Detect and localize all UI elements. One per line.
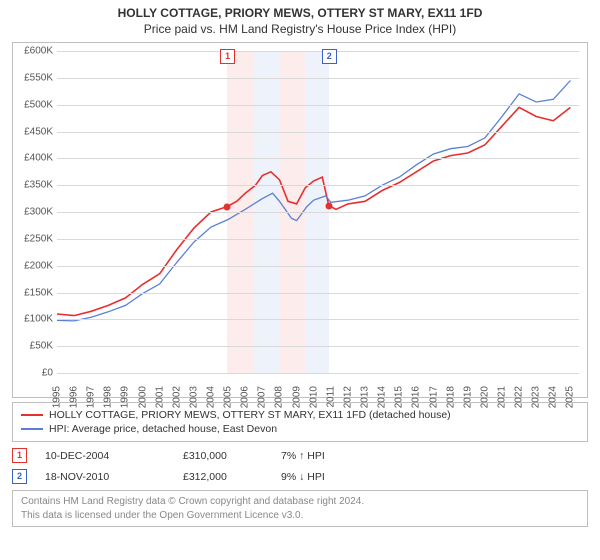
gridline <box>57 185 579 186</box>
x-tick-label: 2003 <box>188 386 199 408</box>
x-tick-label: 1995 <box>52 386 63 408</box>
x-tick-label: 2016 <box>411 386 422 408</box>
legend-label: HPI: Average price, detached house, East… <box>49 423 277 435</box>
y-tick-label: £50K <box>30 341 53 352</box>
sale-dot <box>224 203 231 210</box>
y-tick-label: £200K <box>24 260 53 271</box>
attribution-line: Contains HM Land Registry data © Crown c… <box>21 495 579 509</box>
x-tick-label: 2010 <box>308 386 319 408</box>
legend-item: HPI: Average price, detached house, East… <box>21 423 579 435</box>
x-tick-label: 1998 <box>103 386 114 408</box>
x-tick-label: 2002 <box>171 386 182 408</box>
y-tick-label: £300K <box>24 207 53 218</box>
sale-row: 1 10-DEC-2004 £310,000 7% ↑ HPI <box>12 448 588 463</box>
gridline <box>57 158 579 159</box>
sale-marker-chart: 1 <box>220 49 235 64</box>
legend-item: HOLLY COTTAGE, PRIORY MEWS, OTTERY ST MA… <box>21 409 579 421</box>
gridline <box>57 51 579 52</box>
x-tick-label: 2004 <box>206 386 217 408</box>
y-tick-label: £150K <box>24 287 53 298</box>
x-tick-label: 2025 <box>565 386 576 408</box>
x-tick-label: 2017 <box>428 386 439 408</box>
sale-delta: 7% ↑ HPI <box>281 450 381 462</box>
x-tick-label: 1999 <box>120 386 131 408</box>
y-tick-label: £350K <box>24 180 53 191</box>
x-tick-label: 2006 <box>240 386 251 408</box>
x-tick-label: 2021 <box>496 386 507 408</box>
sale-delta: 9% ↓ HPI <box>281 471 381 483</box>
gridline <box>57 293 579 294</box>
attribution-line: This data is licensed under the Open Gov… <box>21 509 579 523</box>
x-tick-label: 2015 <box>394 386 405 408</box>
legend-label: HOLLY COTTAGE, PRIORY MEWS, OTTERY ST MA… <box>49 409 451 421</box>
x-tick-label: 2007 <box>257 386 268 408</box>
legend-swatch <box>21 428 43 430</box>
gridline <box>57 239 579 240</box>
chart-title-main: HOLLY COTTAGE, PRIORY MEWS, OTTERY ST MA… <box>0 6 600 20</box>
gridline <box>57 78 579 79</box>
sale-marker-icon: 1 <box>12 448 27 463</box>
y-tick-label: £600K <box>24 46 53 57</box>
y-tick-label: £550K <box>24 72 53 83</box>
sale-row: 2 18-NOV-2010 £312,000 9% ↓ HPI <box>12 469 588 484</box>
y-tick-label: £0 <box>42 368 53 379</box>
x-tick-label: 2008 <box>274 386 285 408</box>
chart-container: £0 £50K £100K £150K £200K £250K £300K £350K £400… <box>12 42 588 398</box>
x-tick-label: 1997 <box>86 386 97 408</box>
chart-title-block: HOLLY COTTAGE, PRIORY MEWS, OTTERY ST MA… <box>0 0 600 36</box>
y-tick-label: £450K <box>24 126 53 137</box>
x-tick-label: 2009 <box>291 386 302 408</box>
x-axis: 1995199619971998199920002001200220032004… <box>57 373 579 397</box>
y-tick-label: £400K <box>24 153 53 164</box>
gridline <box>57 319 579 320</box>
gridline <box>57 105 579 106</box>
sale-marker-icon: 2 <box>12 469 27 484</box>
gridline <box>57 346 579 347</box>
x-tick-label: 2024 <box>548 386 559 408</box>
x-tick-label: 2020 <box>479 386 490 408</box>
y-tick-label: £500K <box>24 99 53 110</box>
sale-dot <box>325 202 332 209</box>
attribution-box: Contains HM Land Registry data © Crown c… <box>12 490 588 527</box>
x-tick-label: 2022 <box>514 386 525 408</box>
x-tick-label: 2000 <box>137 386 148 408</box>
x-tick-label: 2001 <box>154 386 165 408</box>
x-tick-label: 2023 <box>531 386 542 408</box>
sale-price: £310,000 <box>183 450 263 462</box>
x-tick-label: 2005 <box>223 386 234 408</box>
legend-swatch <box>21 414 43 416</box>
y-tick-label: £250K <box>24 233 53 244</box>
x-tick-label: 2018 <box>445 386 456 408</box>
x-tick-label: 2011 <box>325 386 336 408</box>
plot-area: 12 <box>57 51 579 373</box>
chart-title-sub: Price paid vs. HM Land Registry's House … <box>0 22 600 36</box>
x-tick-label: 2012 <box>342 386 353 408</box>
sale-marker-chart: 2 <box>322 49 337 64</box>
series-line-hpi <box>57 81 570 321</box>
x-tick-label: 1996 <box>69 386 80 408</box>
sale-price: £312,000 <box>183 471 263 483</box>
gridline <box>57 132 579 133</box>
chart-footer-block: HOLLY COTTAGE, PRIORY MEWS, OTTERY ST MA… <box>12 402 588 527</box>
sale-date: 10-DEC-2004 <box>45 450 165 462</box>
x-tick-label: 2013 <box>360 386 371 408</box>
x-tick-label: 2014 <box>377 386 388 408</box>
y-tick-label: £100K <box>24 314 53 325</box>
sale-date: 18-NOV-2010 <box>45 471 165 483</box>
gridline <box>57 212 579 213</box>
x-tick-label: 2019 <box>462 386 473 408</box>
y-axis: £0£50K£100K£150K£200K£250K£300K£350K£400… <box>13 51 57 373</box>
gridline <box>57 266 579 267</box>
